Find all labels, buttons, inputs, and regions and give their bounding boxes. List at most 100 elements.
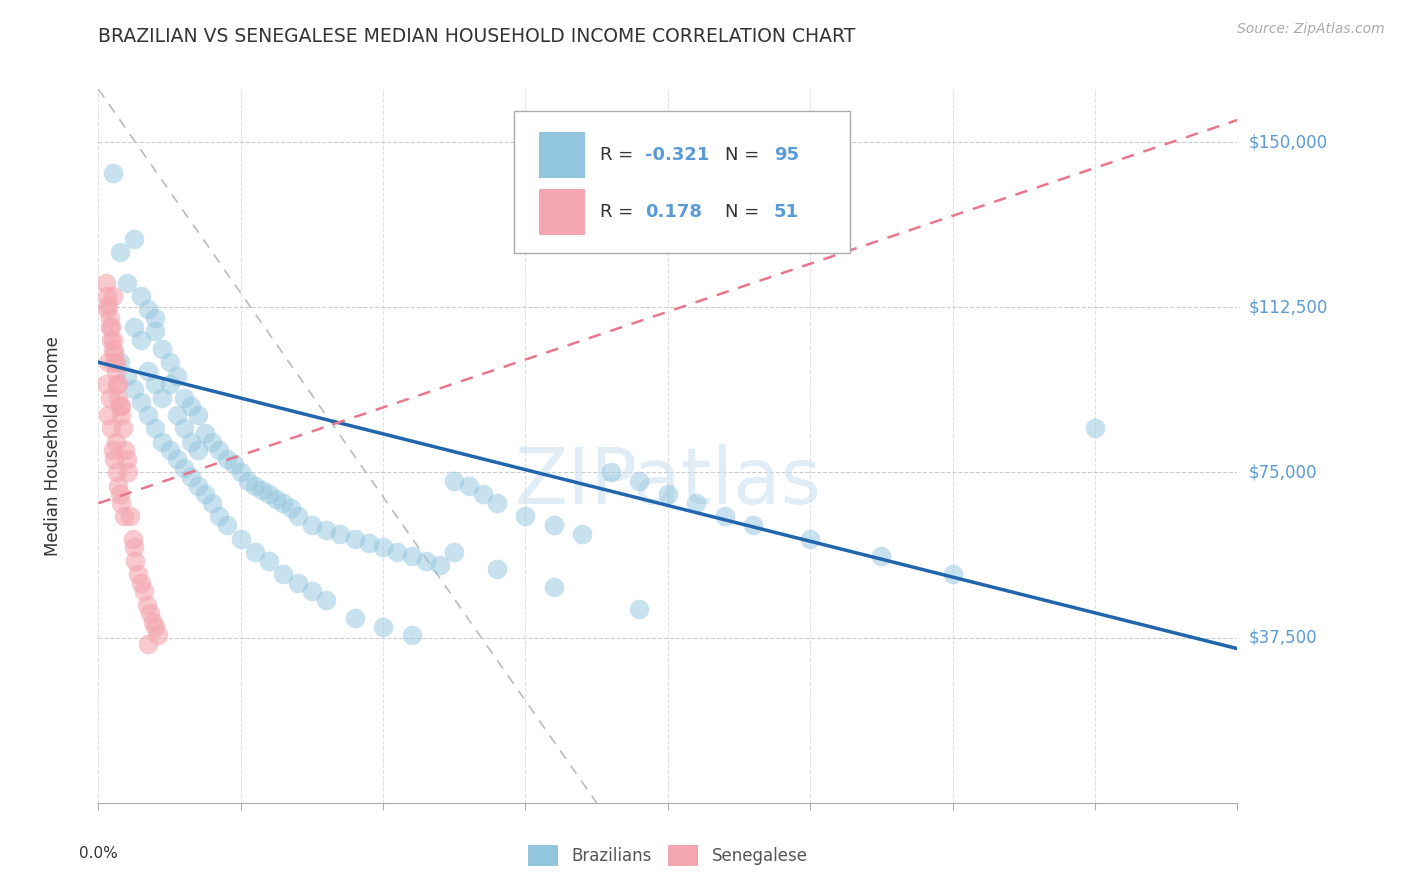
Point [628, 602, 651, 616]
Point [799, 532, 821, 546]
Point [107, 391, 129, 405]
Point [101, 166, 124, 180]
Point [315, 593, 337, 607]
Point [152, 434, 174, 449]
Point [373, 541, 395, 555]
Point [110, 408, 132, 422]
Point [486, 562, 509, 576]
Point [148, 628, 170, 642]
Point [96, 289, 118, 303]
Point [101, 342, 124, 356]
Text: ZIPatlas: ZIPatlas [515, 443, 821, 520]
Point [115, 452, 138, 467]
Point [159, 377, 181, 392]
Point [103, 346, 125, 360]
Point [122, 541, 145, 555]
Point [486, 496, 509, 510]
Point [110, 400, 132, 414]
Point [180, 434, 202, 449]
Point [145, 619, 167, 633]
Point [201, 496, 224, 510]
Point [201, 434, 224, 449]
Point [127, 566, 149, 581]
Point [97, 408, 120, 422]
Point [118, 509, 141, 524]
Point [343, 532, 366, 546]
Point [401, 628, 423, 642]
Point [215, 518, 238, 533]
Text: Source: ZipAtlas.com: Source: ZipAtlas.com [1237, 22, 1385, 37]
Text: $150,000: $150,000 [1249, 133, 1327, 151]
Point [100, 320, 122, 334]
Point [136, 302, 159, 317]
Point [515, 509, 537, 524]
Point [571, 527, 593, 541]
Point [243, 478, 266, 492]
Point [543, 580, 565, 594]
Point [187, 408, 209, 422]
Point [108, 355, 131, 369]
Point [600, 466, 623, 480]
FancyBboxPatch shape [538, 132, 585, 178]
Text: 95: 95 [773, 146, 799, 164]
Point [236, 475, 259, 489]
Point [97, 355, 120, 369]
Point [229, 532, 252, 546]
Point [343, 611, 366, 625]
Point [208, 443, 231, 458]
Point [870, 549, 893, 563]
Point [136, 364, 159, 378]
Point [173, 461, 195, 475]
Point [287, 575, 309, 590]
Point [152, 342, 174, 356]
Point [100, 333, 122, 347]
Point [180, 470, 202, 484]
Point [98, 391, 121, 405]
Point [145, 325, 167, 339]
Point [141, 615, 163, 630]
Point [124, 553, 146, 567]
Text: -0.321: -0.321 [645, 146, 710, 164]
Text: BRAZILIAN VS SENEGALESE MEDIAN HOUSEHOLD INCOME CORRELATION CHART: BRAZILIAN VS SENEGALESE MEDIAN HOUSEHOLD… [98, 28, 856, 46]
Point [129, 333, 152, 347]
Point [101, 443, 124, 458]
Point [942, 566, 965, 581]
Point [173, 391, 195, 405]
Point [543, 518, 565, 533]
Point [135, 598, 157, 612]
Text: Median Household Income: Median Household Income [44, 336, 62, 556]
Point [273, 496, 295, 510]
Point [110, 496, 132, 510]
FancyBboxPatch shape [515, 111, 851, 253]
Point [259, 487, 281, 501]
Point [166, 368, 188, 383]
Point [112, 509, 135, 524]
FancyBboxPatch shape [538, 189, 585, 235]
Point [714, 509, 737, 524]
Point [685, 496, 707, 510]
Point [98, 320, 121, 334]
Point [122, 382, 145, 396]
Point [1084, 421, 1107, 435]
Point [98, 311, 121, 326]
Point [173, 421, 195, 435]
Point [96, 302, 118, 317]
Point [129, 289, 152, 303]
Point [145, 311, 167, 326]
Point [152, 391, 174, 405]
Text: 51: 51 [773, 203, 799, 221]
Point [457, 478, 479, 492]
Point [104, 364, 127, 378]
Point [657, 487, 679, 501]
Point [108, 487, 131, 501]
Point [108, 245, 131, 260]
Point [107, 478, 129, 492]
Point [373, 619, 395, 633]
Point [94, 276, 117, 290]
Point [742, 518, 765, 533]
Point [443, 475, 465, 489]
Point [159, 355, 181, 369]
Point [108, 400, 131, 414]
Point [103, 355, 125, 369]
Point [215, 452, 238, 467]
